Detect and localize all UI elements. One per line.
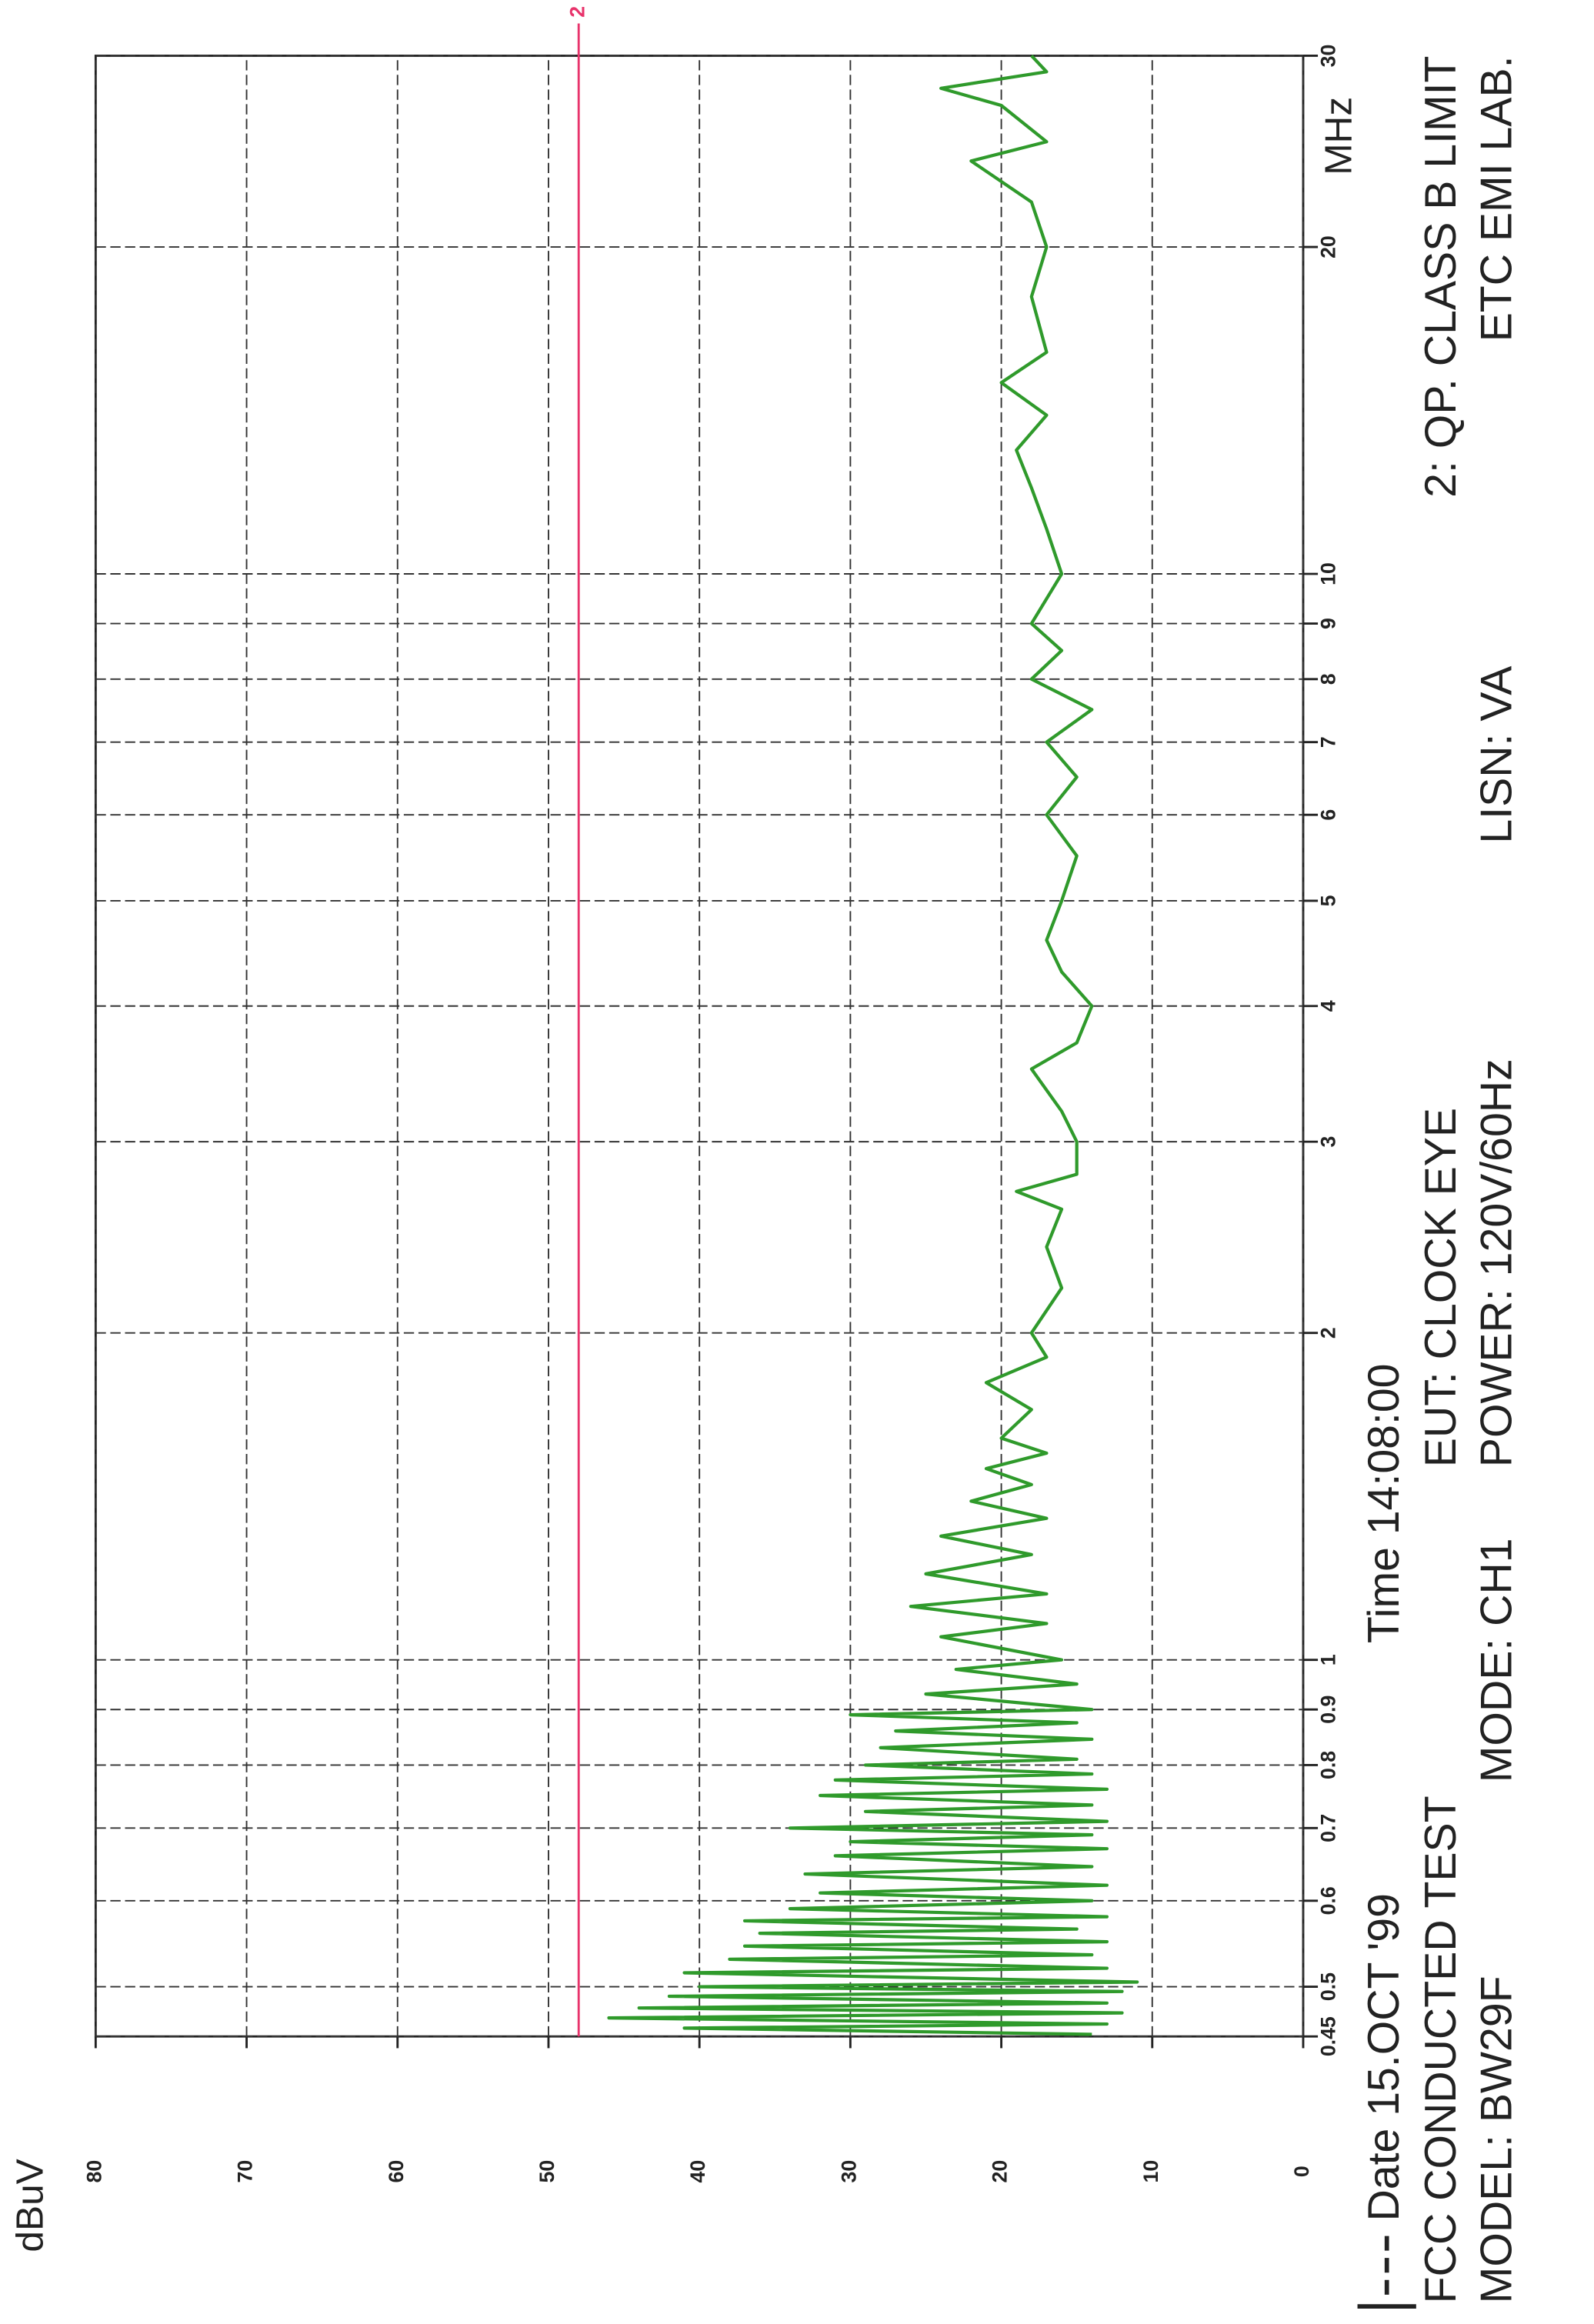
x-tick-label: 6 [1316,809,1339,821]
x-tick-label: 1 [1316,1654,1339,1665]
y-tick-label: 0 [1290,2166,1313,2177]
x-tick-label: 3 [1316,1136,1339,1148]
trace-line [607,55,1139,2036]
annotation: FCC CONDUCTED TEST [1416,1796,1466,2303]
x-tick-label: 0.45 [1316,2016,1339,2056]
x-tick-label: 8 [1316,673,1339,685]
x-tick-label: 4 [1316,1000,1339,1012]
annotation: 2: QP. CLASS B LIMIT [1416,55,1466,497]
y-tick-label: 60 [385,2160,408,2183]
annotation: MODE: CH1 [1472,1538,1522,1782]
y-tick-label: 70 [234,2160,257,2183]
limit-label: 2 [565,6,589,18]
annotation: MODEL: BW29F [1472,1976,1522,2303]
x-tick-label: 0.9 [1316,1695,1339,1724]
x-tick-label: 7 [1316,736,1339,748]
x-axis-label: MHz [1317,97,1360,175]
y-tick-label: 40 [686,2160,709,2183]
y-axis-label: dBuV [8,2159,51,2252]
y-tick-label: 20 [989,2160,1012,2183]
annotation: Time 14:08:00 [1359,1363,1409,1643]
y-tick-label: 80 [82,2160,105,2183]
x-tick-label: 10 [1316,562,1339,585]
x-tick-label: 2 [1316,1327,1339,1339]
x-tick-label: 9 [1316,618,1339,629]
x-tick-label: 0.6 [1316,1886,1339,1915]
annotation: POWER: 120V/60Hz [1472,1059,1522,1467]
annotation: EUT: CLOCK EYE [1416,1108,1466,1467]
annotation: Date 15.OCT '99 [1359,1893,1409,2221]
trace-legend-marker [1357,2232,1416,2309]
annotation: ETC EMI LAB. [1472,55,1522,342]
x-tick-label: 0.5 [1316,1972,1339,2001]
x-tick-label: 0.8 [1316,1751,1339,1779]
y-tick-label: 30 [837,2160,860,2183]
y-tick-label: 10 [1139,2160,1162,2183]
x-tick-label: 5 [1316,895,1339,906]
y-tick-label: 50 [535,2160,559,2183]
x-tick-label: 20 [1316,235,1339,258]
x-tick-label: 0.7 [1316,1814,1339,1842]
annotation: LISN: VA [1472,665,1522,844]
rotated-plot: dBuV MHz Date 15.OCT '99 Time 14:08:00 F… [8,6,1522,2309]
x-tick-label: 30 [1316,45,1339,68]
